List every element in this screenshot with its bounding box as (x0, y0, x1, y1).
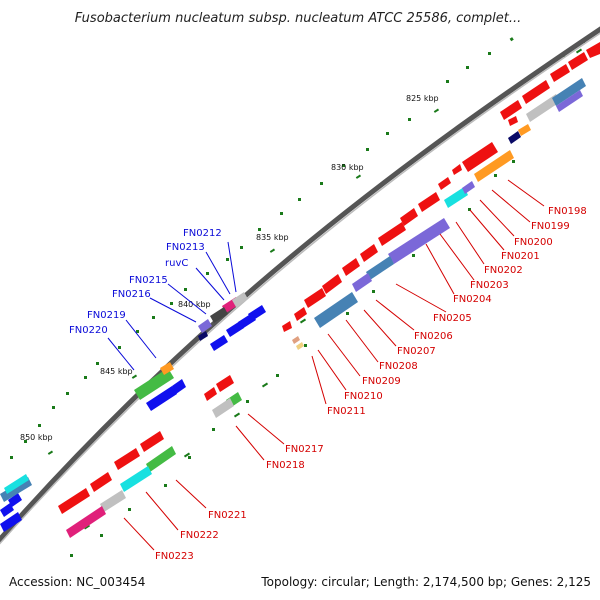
tick-label-850: 850 kbp (20, 433, 53, 442)
gene-label-fn0216[interactable]: FN0216 (112, 289, 151, 300)
gene-label-fn0200[interactable]: FN0200 (514, 237, 553, 248)
genome-summary-text: Topology: circular; Length: 2,174,500 bp… (260, 575, 591, 589)
tick-label-835: 835 kbp (256, 233, 289, 242)
backbone-line (0, 26, 600, 544)
gene-label-fn0198[interactable]: FN0198 (548, 206, 587, 217)
gene-labels-reverse: FN0198 FN0199 FN0200 FN0201 FN0202 FN020… (155, 206, 587, 562)
gene-label-fn0209[interactable]: FN0209 (362, 376, 401, 387)
gene-label-fn0199[interactable]: FN0199 (531, 221, 570, 232)
tick-label-845: 845 kbp (100, 367, 133, 376)
gene-label-fn0206[interactable]: FN0206 (414, 331, 453, 342)
gene-label-fn0203[interactable]: FN0203 (470, 280, 509, 291)
map-title: Fusobacterium nucleatum subsp. nucleatum… (75, 11, 522, 26)
gene-label-ruvc[interactable]: ruvC (165, 258, 188, 269)
gene-label-fn0207[interactable]: FN0207 (397, 346, 436, 357)
gene-label-fn0219[interactable]: FN0219 (87, 310, 126, 321)
gene-label-fn0213[interactable]: FN0213 (166, 242, 205, 253)
leader-lines-reverse (123, 179, 545, 551)
reverse-strand-cds (58, 42, 600, 538)
gene-label-fn0202[interactable]: FN0202 (484, 265, 523, 276)
forward-strand-cds (0, 292, 266, 532)
gene-label-fn0212[interactable]: FN0212 (183, 228, 222, 239)
gc-content-track-outer (10, 37, 585, 557)
gene-labels-forward: FN0212 FN0213 ruvC FN0215 FN0216 FN0219 … (69, 228, 222, 336)
gene-label-fn0205[interactable]: FN0205 (433, 313, 472, 324)
tick-label-825: 825 kbp (406, 94, 439, 103)
tick-label-830: 830 kbp (331, 163, 364, 172)
gene-label-fn0208[interactable]: FN0208 (379, 361, 418, 372)
accession-text: Accession: NC_003454 (9, 575, 145, 589)
gene-label-fn0223[interactable]: FN0223 (155, 551, 194, 562)
gene-label-fn0217[interactable]: FN0217 (285, 444, 324, 455)
gene-label-fn0210[interactable]: FN0210 (344, 391, 383, 402)
gene-label-fn0220[interactable]: FN0220 (69, 325, 108, 336)
leader-lines-forward (107, 241, 237, 371)
gene-label-fn0201[interactable]: FN0201 (501, 251, 540, 262)
gene-label-fn0218[interactable]: FN0218 (266, 460, 305, 471)
gene-label-fn0221[interactable]: FN0221 (208, 510, 247, 521)
backbone-shadow (0, 32, 600, 545)
gene-label-fn0215[interactable]: FN0215 (129, 275, 168, 286)
gene-label-fn0211[interactable]: FN0211 (327, 406, 366, 417)
gene-label-fn0222[interactable]: FN0222 (180, 530, 219, 541)
gene-label-fn0204[interactable]: FN0204 (453, 294, 492, 305)
